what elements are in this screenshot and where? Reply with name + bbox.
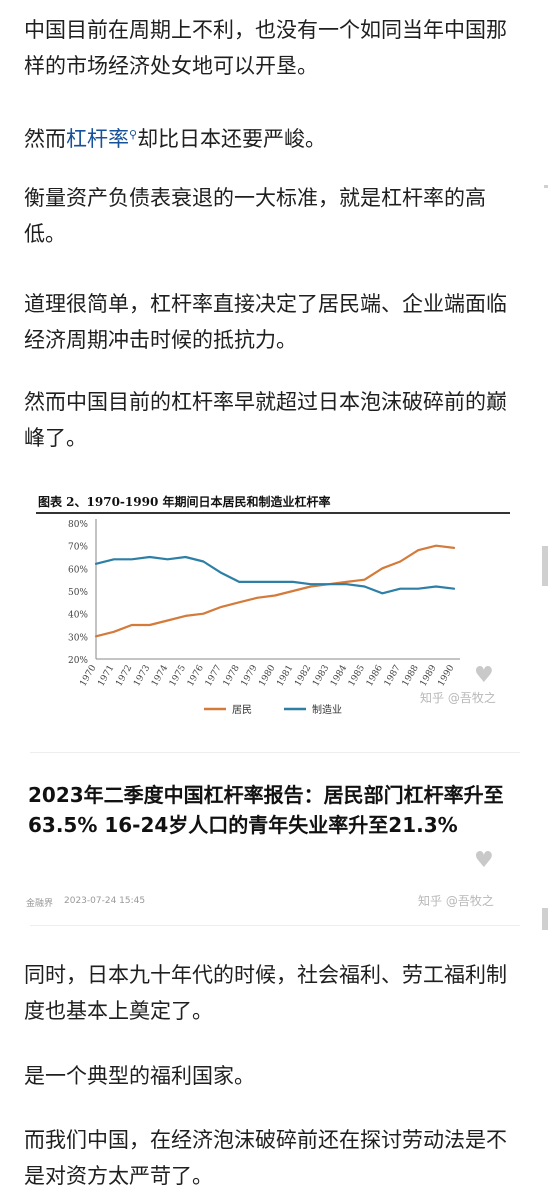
x-tick-label: 1983	[311, 663, 331, 688]
paragraph-8: 而我们中国，在经济泡沫破碎前还在探讨劳动法是不是对资方太严苛了。	[24, 1128, 507, 1188]
chart-title-rule	[36, 512, 510, 514]
y-tick-label: 60%	[68, 565, 88, 575]
x-tick-label: 1981	[275, 664, 295, 689]
x-tick-label: 1986	[365, 663, 385, 688]
scrollbar-mark	[544, 185, 548, 188]
heart-icon[interactable]: ♥	[474, 663, 494, 688]
x-tick-label: 1985	[347, 663, 367, 688]
x-tick-label: 1984	[329, 663, 349, 688]
article-headline[interactable]: 2023年二季度中国杠杆率报告：居民部门杠杆率升至63.5% 16-24岁人口的…	[28, 783, 504, 837]
series-line	[94, 555, 456, 595]
y-tick-label: 20%	[68, 656, 88, 666]
x-tick-label: 1976	[186, 663, 206, 688]
x-tick-label: 1978	[222, 663, 242, 688]
leverage-line-chart: 20%30%40%50%60%70%80%1970197119721973197…	[68, 519, 460, 716]
x-tick-label: 1974	[150, 663, 170, 688]
paragraph-3: 衡量资产负债表衰退的一大标准，就是杠杆率的高低。	[24, 186, 486, 246]
scrollbar-thumb[interactable]	[542, 546, 548, 586]
article-watermark: 知乎 @吾牧之	[418, 894, 494, 908]
y-tick-label: 40%	[68, 611, 88, 621]
x-tick-label: 1971	[96, 664, 116, 689]
legend-label: 制造业	[312, 703, 342, 716]
scrollbar-mark	[542, 908, 548, 930]
x-tick-label: 1972	[114, 664, 134, 689]
paragraph-4: 道理很简单，杠杆率直接决定了居民端、企业端面临经济周期冲击时候的抵抗力。	[24, 292, 507, 352]
x-tick-label: 1980	[257, 663, 277, 688]
x-tick-label: 1989	[419, 663, 439, 688]
section-divider	[30, 925, 520, 926]
paragraph-2-tail: 却比日本还要严峻。	[137, 127, 327, 151]
x-tick-label: 1988	[401, 663, 421, 688]
section-divider	[30, 752, 520, 753]
y-tick-label: 30%	[68, 633, 88, 643]
x-tick-label: 1990	[436, 663, 456, 688]
paragraph-6: 同时，日本九十年代的时候，社会福利、劳工福利制度也基本上奠定了。	[24, 963, 507, 1023]
x-tick-label: 1973	[132, 663, 152, 688]
paragraph-7: 是一个典型的福利国家。	[24, 1064, 255, 1088]
x-tick-label: 1970	[78, 663, 98, 688]
x-tick-label: 1975	[168, 663, 188, 688]
chart-figure: 图表 2、1970-1990 年期间日本居民和制造业杠杆率 20% 30% 40% 5…	[22, 485, 522, 725]
x-tick-label: 1979	[240, 663, 260, 688]
article-date: 2023-07-24 15:45	[64, 896, 146, 906]
leverage-search-link[interactable]: 杠杆率	[66, 127, 129, 151]
x-tick-label: 1987	[383, 663, 403, 688]
y-tick-label: 50%	[68, 588, 88, 598]
search-icon[interactable]: ⚲	[129, 128, 138, 141]
figure-watermark: 知乎 @吾牧之	[420, 691, 496, 705]
x-tick-label: 1982	[293, 664, 313, 689]
y-tick-label: 70%	[68, 543, 88, 553]
heart-icon[interactable]: ♥	[474, 848, 494, 873]
paragraph-1: 中国目前在周期上不利，也没有一个如同当年中国那样的市场经济处女地可以开垦。	[24, 18, 507, 78]
y-tick-label: 80%	[68, 520, 88, 530]
paragraph-2-lead: 然而	[24, 127, 66, 151]
paragraph-2: 然而杠杆率⚲却比日本还要严峻。	[24, 117, 524, 157]
chart-title: 图表 2、1970-1990 年期间日本居民和制造业杠杆率	[38, 495, 331, 509]
article-source: 金融界	[26, 899, 54, 909]
x-tick-label: 1977	[204, 663, 224, 688]
paragraph-5: 然而中国目前的杠杆率早就超过日本泡沫破碎前的巅峰了。	[24, 390, 507, 450]
series-line	[94, 544, 456, 638]
legend-label: 居民	[232, 704, 252, 716]
